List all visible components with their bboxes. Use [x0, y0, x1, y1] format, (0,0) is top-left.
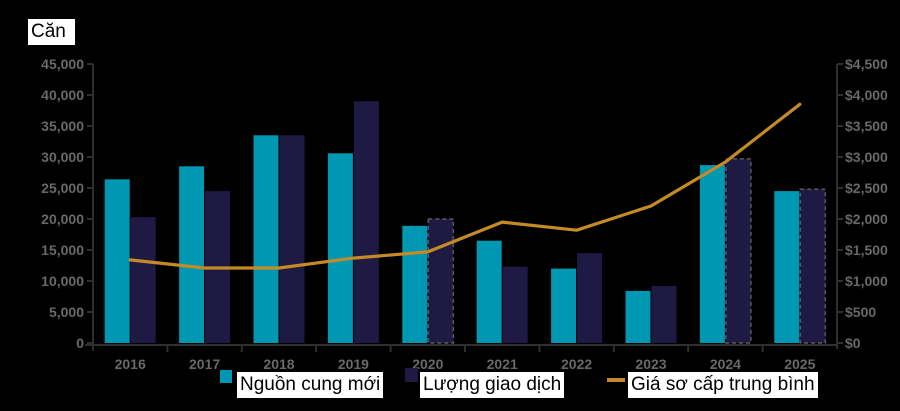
bar-supply — [699, 165, 725, 343]
right-axis-tick-label: $3,500 — [845, 118, 888, 134]
bar-supply — [104, 179, 130, 343]
x-axis-tick-label: 2017 — [189, 356, 220, 372]
right-axis-tick-label: $3,000 — [845, 149, 888, 165]
x-axis-tick-label: 2023 — [635, 356, 666, 372]
bar-supply — [774, 191, 800, 343]
bar-supply — [327, 153, 353, 343]
bar-transactions — [427, 218, 455, 344]
left-axis-tick-label: 30,000 — [41, 149, 84, 165]
left-axis-tick-label: 15,000 — [41, 242, 84, 258]
legend-label-supply: Nguồn cung mới — [237, 372, 384, 398]
x-axis-tick-label: 2020 — [412, 356, 443, 372]
left-axis-tick-label: 5,000 — [49, 304, 84, 320]
x-axis: 2016 2017 2018 2019 2020 2021 2022 2023 2024 2025 — [85, 344, 837, 372]
x-axis-tick-label: 2021 — [487, 356, 518, 372]
right-axis-tick-label: $4,500 — [845, 56, 888, 72]
bar-transactions — [799, 188, 827, 344]
left-axis-tick-label: 40,000 — [41, 87, 84, 103]
x-axis-tick-label: 2019 — [338, 356, 369, 372]
bar-transactions — [651, 285, 677, 343]
left-axis-tick-label: 35,000 — [41, 118, 84, 134]
right-axis-tick-label: $2,000 — [845, 211, 888, 227]
line-series — [128, 102, 802, 270]
bar-series — [104, 101, 827, 344]
x-axis-tick-label: 2016 — [115, 356, 146, 372]
right-axis-tick-label: $500 — [845, 304, 876, 320]
left-axis-tick-label: 10,000 — [41, 273, 84, 289]
right-axis-tick-label: $2,500 — [845, 180, 888, 196]
bar-transactions — [577, 253, 603, 343]
bar-supply — [402, 225, 428, 343]
bar-supply — [625, 290, 651, 343]
y-axis-unit-label: Căn — [28, 19, 75, 45]
bar-supply — [253, 135, 279, 343]
bar-transactions — [725, 158, 752, 344]
bar-transactions — [353, 101, 379, 343]
x-axis-tick-label: 2024 — [710, 356, 741, 372]
legend-label-price: Giá sơ cấp trung bình — [628, 372, 818, 398]
legend-swatch-price — [607, 378, 625, 382]
legend-label-transactions: Lượng giao dịch — [420, 372, 565, 398]
right-axis-tick-label: $4,000 — [845, 87, 888, 103]
legend: Nguồn cung mới Lượng giao dịch Giá sơ cấ… — [0, 368, 900, 402]
right-axis-tick-label: $0 — [845, 335, 861, 351]
bar-supply — [476, 240, 502, 343]
legend-swatch-supply — [220, 370, 232, 383]
left-axis-tick-label: 25,000 — [41, 180, 84, 196]
x-axis-tick-label: 2022 — [561, 356, 592, 372]
right-axis-tick-label: $1,000 — [845, 273, 888, 289]
bar-supply — [179, 166, 205, 343]
left-axis-tick-label: 45,000 — [41, 56, 84, 72]
left-axis-tick-label: 0 — [76, 335, 84, 351]
right-y-axis: $0 $500 $1,000 $1,500 $2,000 $2,500 $3,000 $3,5… — [836, 56, 888, 351]
left-y-axis: 0 5,000 10,000 15,000 20,000 25,000 30,000 35,0… — [41, 56, 94, 351]
bar-transactions — [279, 135, 305, 343]
left-axis-tick-label: 20,000 — [41, 211, 84, 227]
x-axis-tick-label: 2018 — [263, 356, 294, 372]
x-axis-tick-label: 2025 — [784, 356, 815, 372]
bar-transactions — [502, 266, 528, 343]
legend-swatch-transactions — [405, 368, 418, 382]
bar-transactions — [130, 217, 156, 343]
right-axis-tick-label: $1,500 — [845, 242, 888, 258]
bar-supply — [551, 268, 577, 343]
price-line — [128, 102, 802, 270]
